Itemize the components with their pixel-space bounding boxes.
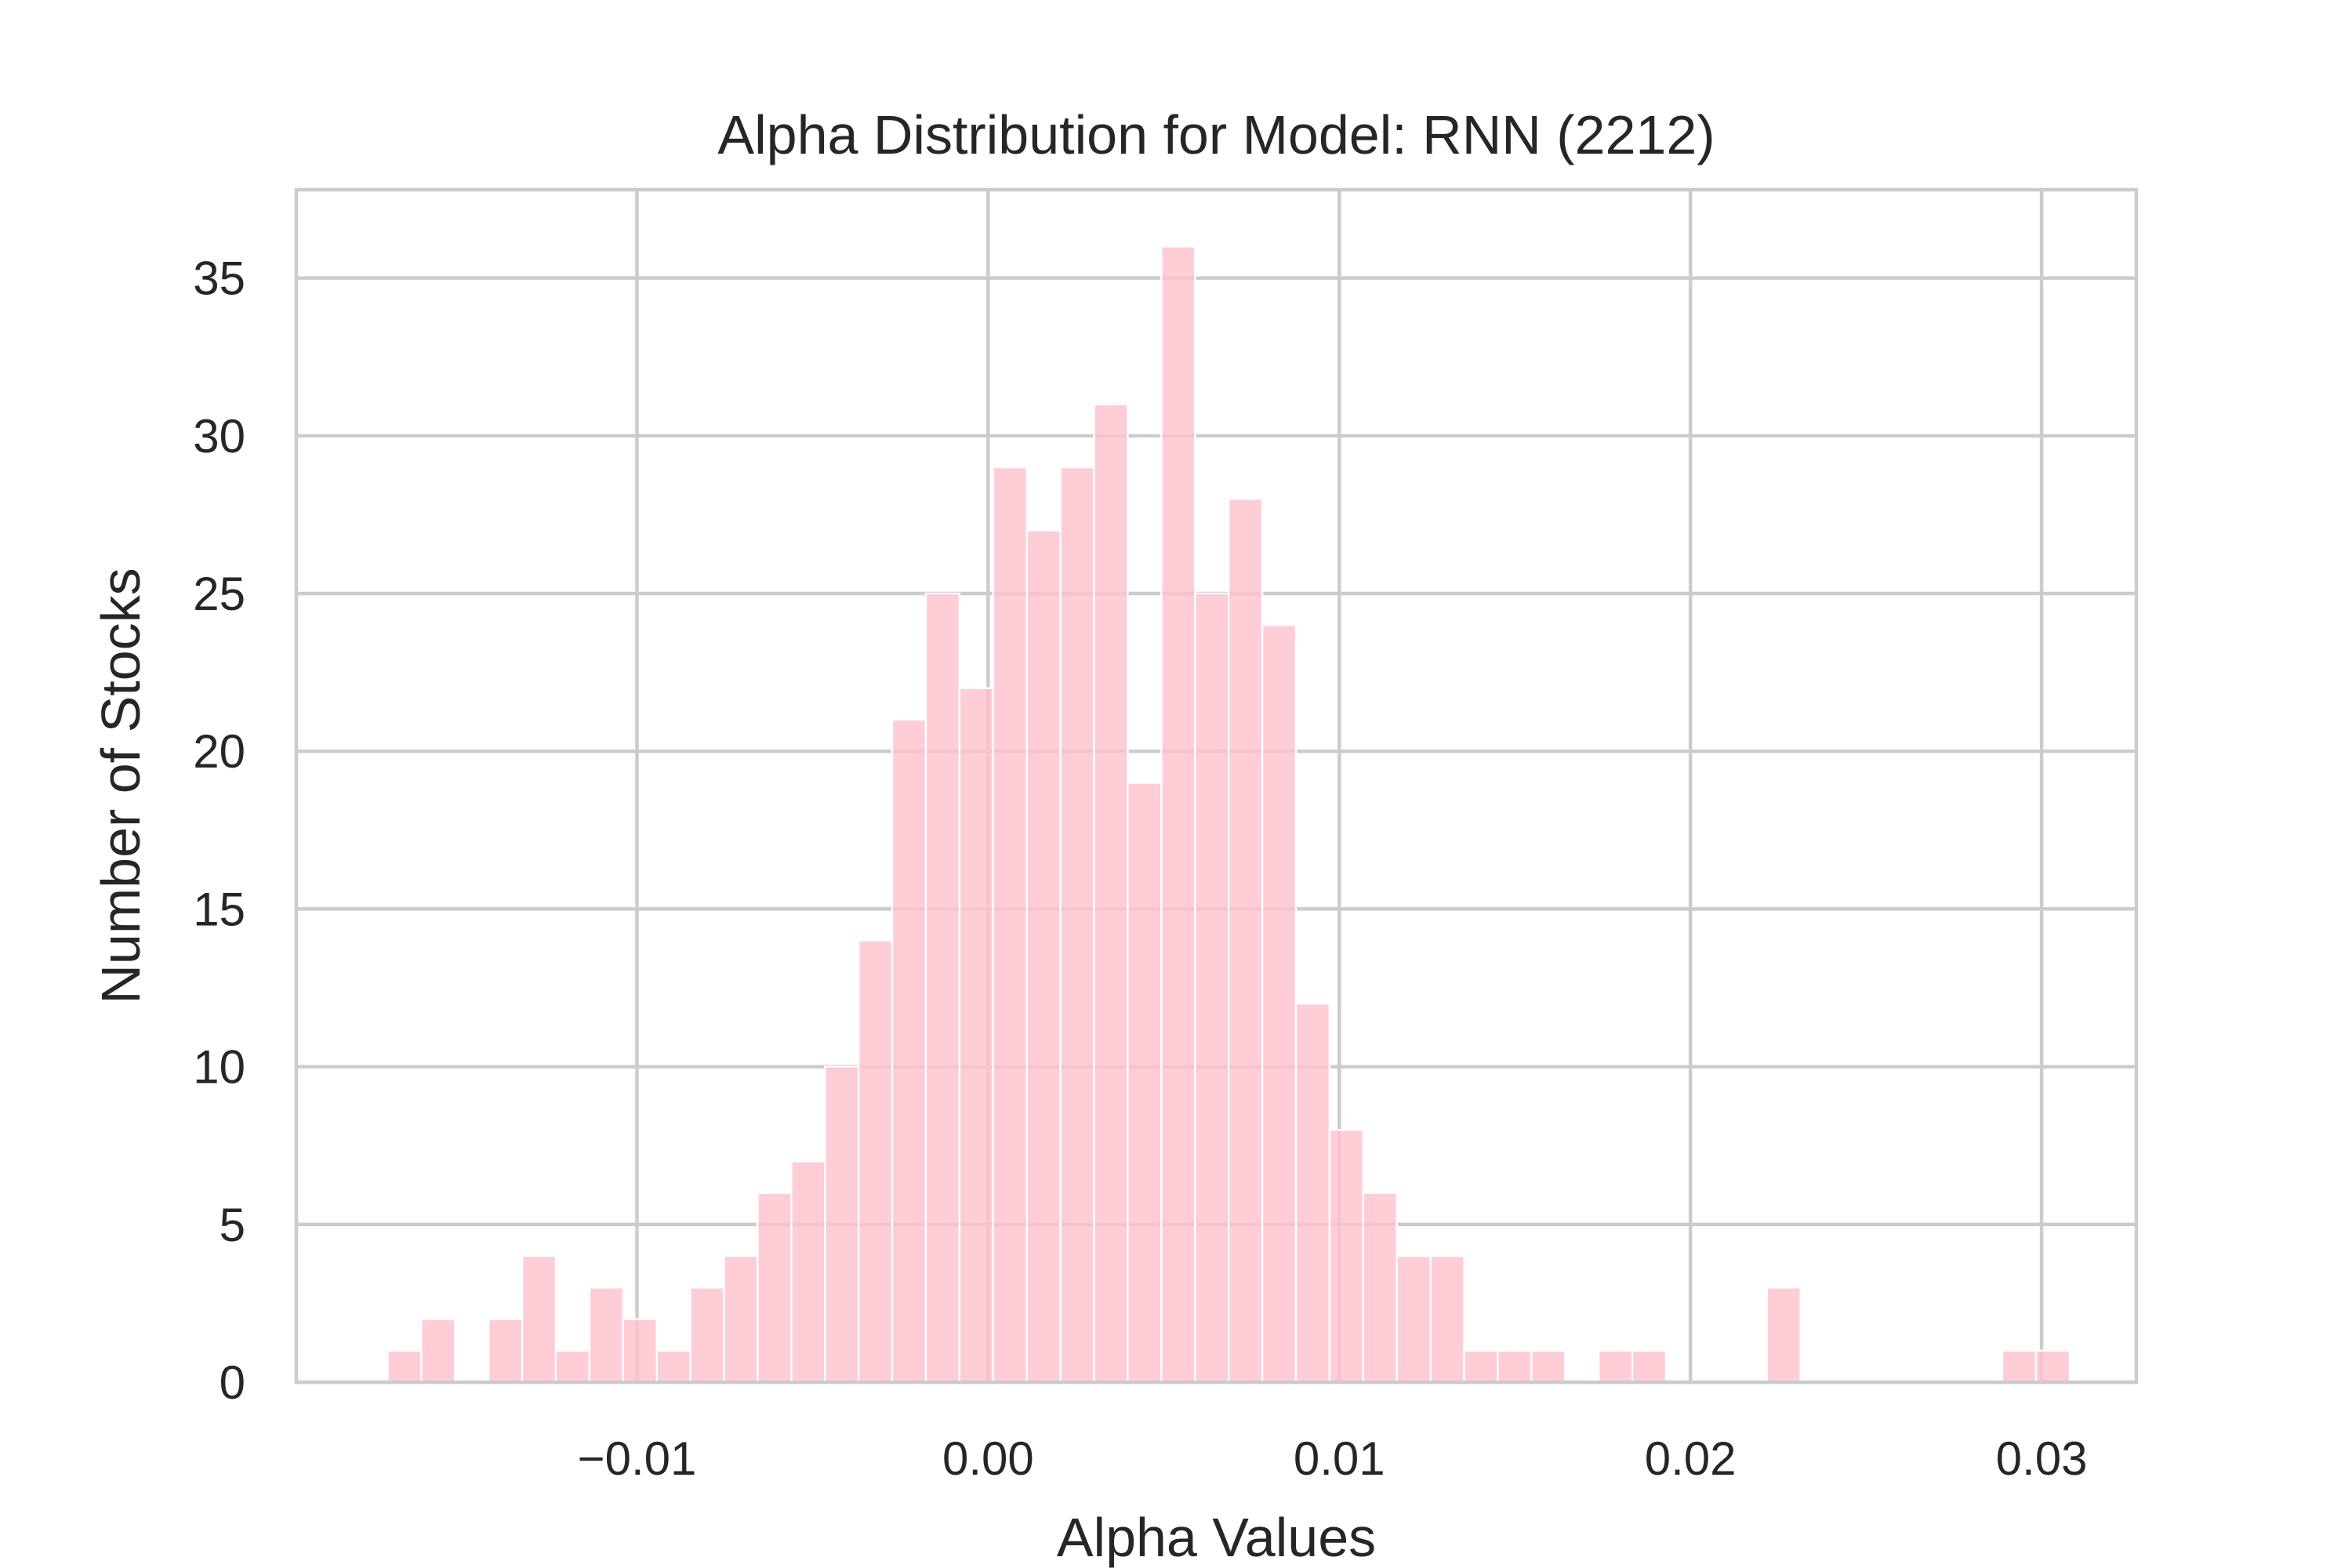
x-tick-label: 0.02 — [1645, 1432, 1737, 1485]
y-tick-label: 30 — [193, 410, 245, 463]
histogram-bar — [588, 1287, 625, 1384]
histogram-bar — [1497, 1349, 1533, 1384]
histogram-bar — [1766, 1287, 1802, 1384]
x-axis-title: Alpha Values — [1057, 1507, 1376, 1568]
histogram-bar — [1059, 466, 1095, 1384]
x-tick-labels: −0.01 0.00 0.01 0.02 0.03 — [578, 1432, 2088, 1485]
y-axis-title: Number of Stocks — [90, 568, 151, 1004]
histogram-bar — [521, 1254, 557, 1384]
histogram-bar — [2034, 1349, 2071, 1384]
histogram-bars — [387, 245, 2071, 1384]
histogram-bar — [1429, 1254, 1465, 1384]
histogram-bar — [1194, 592, 1230, 1384]
histogram-bar — [1463, 1349, 1499, 1384]
y-tick-label: 5 — [220, 1199, 245, 1251]
histogram-bar — [554, 1349, 591, 1384]
histogram-bar — [1227, 498, 1264, 1384]
y-tick-label: 0 — [220, 1356, 245, 1409]
histogram-bar — [723, 1254, 759, 1384]
x-tick-label: 0.01 — [1294, 1432, 1385, 1485]
histogram-bar — [420, 1318, 456, 1384]
histogram-bar — [487, 1318, 524, 1384]
histogram-bar — [958, 687, 995, 1384]
histogram-bar — [689, 1287, 725, 1384]
histogram-bar — [1597, 1349, 1634, 1384]
y-tick-label: 15 — [193, 883, 245, 935]
x-tick-label: 0.03 — [1996, 1432, 2088, 1485]
histogram-bar — [1362, 1192, 1398, 1384]
histogram-bar — [1631, 1349, 1668, 1384]
histogram-bar — [891, 718, 927, 1384]
histogram-bar — [387, 1349, 423, 1384]
plot-frame — [294, 187, 2139, 1385]
histogram-bar — [857, 939, 894, 1384]
histogram-bar — [2001, 1349, 2038, 1384]
histogram-bar — [1025, 529, 1062, 1384]
x-tick-label: 0.00 — [942, 1432, 1034, 1485]
y-tick-label: 20 — [193, 725, 245, 778]
x-tick-label: −0.01 — [578, 1432, 697, 1485]
histogram-bar — [655, 1349, 691, 1384]
histogram-bar — [824, 1065, 860, 1384]
histogram-bar — [1294, 1002, 1331, 1384]
y-tick-label: 35 — [193, 252, 245, 305]
histogram-bar — [790, 1160, 826, 1384]
histogram-bar — [1093, 403, 1129, 1384]
histogram-bar — [622, 1318, 658, 1384]
histogram-bar — [1530, 1349, 1566, 1384]
chart-title: Alpha Distribution for Model: RNN (2212) — [717, 104, 1715, 165]
histogram-bar — [1328, 1128, 1365, 1384]
histogram-bar — [1261, 624, 1298, 1384]
histogram-bar — [992, 466, 1028, 1384]
histogram-bar — [757, 1192, 793, 1384]
histogram-bar — [1127, 782, 1163, 1384]
histogram-bar — [1160, 245, 1196, 1384]
histogram-bar — [924, 592, 961, 1384]
y-tick-label: 10 — [193, 1041, 245, 1094]
histogram-bar — [1396, 1254, 1432, 1384]
y-tick-labels: 0 5 10 15 20 25 30 35 — [193, 252, 245, 1409]
y-tick-label: 25 — [193, 568, 245, 620]
